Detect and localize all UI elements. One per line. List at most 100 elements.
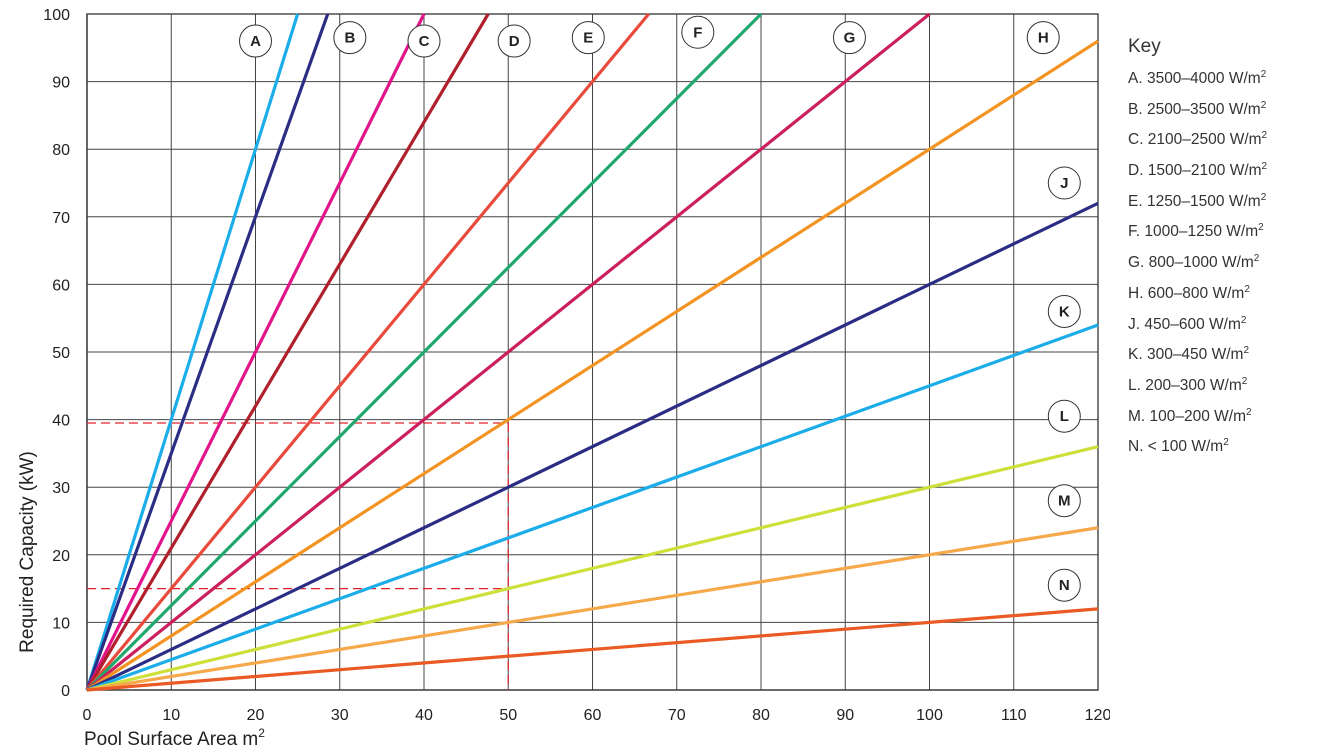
series-badge-b — [333, 21, 367, 55]
series-labels: A B C D E F G H J K L M N — [239, 15, 1081, 602]
series-badge-e — [571, 21, 605, 55]
legend-item-label: A. 3500–4000 W/m — [1128, 70, 1261, 87]
series-badge-label: F — [693, 24, 702, 41]
grid — [86, 13, 1099, 691]
legend-item-sup: 2 — [1253, 253, 1260, 265]
series-badge-l — [1047, 399, 1081, 433]
legend-item: M. 100–200 W/m2 — [1128, 402, 1267, 433]
y-tick-label: 40 — [52, 413, 70, 430]
x-axis-title: Pool Surface Area m2 — [84, 726, 265, 750]
x-tick-label: 10 — [162, 707, 180, 724]
y-axis-ticks: 0 10 20 30 40 50 60 70 80 90 100 — [43, 7, 70, 700]
y-tick-label: 50 — [52, 345, 70, 362]
legend-item: A. 3500–4000 W/m2 — [1128, 64, 1267, 95]
series-badge-label: J — [1060, 175, 1068, 192]
legend-item: N. < 100 W/m2 — [1128, 432, 1267, 463]
series-badge-label: A — [250, 33, 261, 50]
legend-item: D. 1500–2100 W/m2 — [1128, 156, 1267, 187]
legend-item-label: E. 1250–1500 W/m — [1128, 192, 1261, 210]
series-line-j — [86, 201, 1099, 692]
series-lines — [85, 12, 1099, 692]
y-tick-label: 20 — [52, 548, 70, 565]
legend-item: F. 1000–1250 W/m2 — [1128, 217, 1267, 248]
series-badge-k — [1047, 294, 1081, 328]
x-tick-label: 110 — [1001, 707, 1027, 724]
series-line-c — [85, 13, 426, 691]
legend-item: E. 1250–1500 W/m2 — [1128, 187, 1267, 218]
series-badge-m — [1047, 484, 1081, 518]
legend-item-label: M. 100–200 W/m — [1128, 407, 1247, 425]
legend-item-sup: 2 — [1260, 191, 1267, 203]
legend-item: L. 200–300 W/m2 — [1128, 371, 1267, 402]
x-axis-title-sup: 2 — [258, 726, 265, 740]
series-line-e — [85, 12, 650, 692]
series-line-k — [86, 323, 1099, 692]
legend-item-label: F. 1000–1250 W/m — [1128, 223, 1259, 241]
legend-title: Key — [1128, 36, 1161, 57]
series-badge-g — [832, 21, 866, 55]
legend-item-label: J. 450–600 W/m — [1128, 315, 1241, 333]
x-tick-label: 20 — [247, 707, 265, 724]
series-line-h — [86, 39, 1099, 692]
y-tick-label: 60 — [52, 277, 70, 294]
series-line-m — [86, 526, 1099, 692]
legend-item-label: C. 2100–2500 W/m — [1128, 131, 1262, 149]
series-badge-label: B — [344, 30, 355, 47]
y-tick-label: 100 — [43, 7, 70, 24]
legend-item-label: D. 1500–2100 W/m — [1128, 162, 1262, 180]
x-tick-label: 50 — [499, 707, 517, 724]
x-tick-label: 100 — [916, 707, 943, 724]
legend: Key A. 3500–4000 W/m2 B. 2500–3500 W/m2 C.… — [1128, 36, 1267, 463]
y-tick-label: 80 — [52, 142, 70, 159]
legend-item-sup: 2 — [1258, 222, 1264, 234]
x-axis-title-text: Pool Surface Area m — [84, 729, 258, 750]
x-tick-label: 70 — [668, 707, 686, 724]
series-badge-d — [497, 24, 531, 58]
series-badge-label: N — [1059, 577, 1070, 594]
plot-frame — [86, 13, 1099, 691]
series-line-g — [85, 12, 931, 692]
legend-item: G. 800–1000 W/m2 — [1128, 248, 1267, 279]
x-tick-label: 0 — [83, 707, 92, 724]
legend-item: H. 600–800 W/m2 — [1128, 279, 1267, 310]
series-badge-label: L — [1060, 408, 1069, 425]
series-badge-n — [1047, 568, 1081, 602]
series-badge-label: G — [844, 30, 856, 47]
y-tick-label: 90 — [52, 75, 70, 92]
y-tick-label: 0 — [61, 683, 70, 700]
legend-item: J. 450–600 W/m2 — [1128, 310, 1267, 341]
x-tick-label: 90 — [836, 707, 854, 724]
x-tick-label: 40 — [415, 707, 433, 724]
x-axis-ticks: 0 10 20 30 40 50 60 70 80 90 100 110 120 — [83, 707, 1110, 724]
legend-items: A. 3500–4000 W/m2 B. 2500–3500 W/m2 C. 210… — [1128, 64, 1267, 463]
series-line-d — [85, 13, 490, 691]
series-badge-j — [1047, 166, 1081, 200]
series-badge-label: D — [509, 33, 520, 50]
y-tick-label: 30 — [52, 480, 70, 497]
series-badge-label: C — [419, 33, 430, 50]
legend-item-sup: 2 — [1261, 130, 1268, 142]
legend-item-label: H. 600–800 W/m — [1128, 284, 1245, 302]
legend-item-sup: 2 — [1240, 314, 1247, 326]
legend-item-label: B. 2500–3500 W/m — [1128, 100, 1261, 118]
series-badge-f — [681, 15, 715, 49]
series-badge-label: E — [583, 30, 593, 47]
x-tick-label: 30 — [331, 707, 349, 724]
series-badge-a — [239, 24, 272, 58]
y-tick-label: 70 — [52, 210, 70, 227]
legend-item-sup: 2 — [1260, 69, 1267, 80]
y-tick-label: 10 — [52, 615, 70, 632]
series-line-b — [85, 13, 330, 691]
legend-item-sup: 2 — [1241, 375, 1248, 387]
series-line-f — [85, 12, 763, 692]
series-line-n — [86, 607, 1099, 692]
series-line-l — [86, 445, 1099, 692]
y-axis-title: Required Capacity (kW) — [17, 451, 38, 653]
x-tick-label: 120 — [1085, 707, 1110, 724]
legend-item-sup: 2 — [1260, 99, 1267, 111]
series-badge-h — [1026, 21, 1060, 55]
x-tick-label: 80 — [752, 707, 770, 724]
legend-item-sup: 2 — [1246, 406, 1252, 418]
x-tick-label: 60 — [584, 707, 602, 724]
legend-item-label: N. < 100 W/m — [1128, 438, 1224, 456]
